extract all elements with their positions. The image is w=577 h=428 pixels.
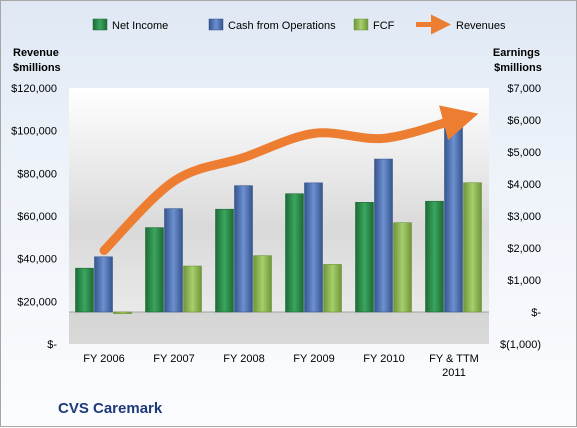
right-axis: $(1,000) $- $1,000 $2,000 $3,000 $4,000 $5,000… xyxy=(500,83,541,351)
bar-fcf-fy-2007 xyxy=(183,265,202,313)
bar-net-income-fy-2007 xyxy=(145,227,164,313)
left-tick-label: $- xyxy=(47,339,57,351)
revenues-line xyxy=(99,105,479,256)
right-tick-label: $(1,000) xyxy=(500,339,541,351)
category-label: FY & TTM 2011 xyxy=(429,353,479,379)
legend: Net Income Cash from Operations FCF Reve… xyxy=(92,14,506,35)
left-tick-label: $60,000 xyxy=(17,211,57,223)
category-label: FY 2007 xyxy=(153,353,194,365)
company-name: CVS Caremark xyxy=(58,400,163,417)
bar-net-income-fy-2008 xyxy=(215,208,234,313)
bar-cash-from-operations-fy-2006 xyxy=(94,256,113,313)
bar-cash-from-operations-fy-2010 xyxy=(374,158,393,313)
right-tick-label: $5,000 xyxy=(507,147,541,159)
bar-net-income-fy-2009 xyxy=(285,193,304,313)
legend-item-net-income: Net Income xyxy=(92,18,168,32)
left-axis: $- $20,000 $40,000 $60,000 $80,000 $100,000 $1… xyxy=(11,83,57,351)
left-tick-label: $120,000 xyxy=(11,83,57,95)
legend-item-cash-from-operations: Cash from Operations xyxy=(208,18,336,32)
left-axis-title: Revenue $millions xyxy=(13,47,62,74)
legend-label-net-income: Net Income xyxy=(112,20,168,32)
bar-fcf-fy-2010 xyxy=(393,222,412,313)
bar-cash-from-operations-fy-ttm-2011 xyxy=(444,124,463,313)
plot-floor xyxy=(69,312,489,344)
bar-net-income-fy-2006 xyxy=(75,267,94,313)
right-tick-label: $4,000 xyxy=(507,179,541,191)
bar-net-income-fy-ttm-2011 xyxy=(425,200,444,313)
legend-item-revenues: Revenues xyxy=(416,14,506,35)
right-tick-label: $7,000 xyxy=(507,83,541,95)
left-tick-label: $100,000 xyxy=(11,126,57,138)
legend-label-revenues: Revenues xyxy=(456,20,506,32)
bar-fcf-fy-ttm-2011 xyxy=(463,182,482,313)
bar-cash-from-operations-fy-2007 xyxy=(164,208,183,313)
bars xyxy=(75,124,482,314)
right-axis-title: Earnings $millions xyxy=(493,47,543,74)
revenue-line xyxy=(99,105,479,256)
category-axis: FY 2006 FY 2007 FY 2008 FY 2009 FY 2010 FY & … xyxy=(83,353,479,379)
category-label: FY 2006 xyxy=(83,353,124,365)
legend-label-fcf: FCF xyxy=(373,20,395,32)
bar-fcf-fy-2008 xyxy=(253,255,272,313)
right-tick-label: $- xyxy=(531,307,541,319)
right-tick-label: $1,000 xyxy=(507,275,541,287)
legend-label-cash-from-operations: Cash from Operations xyxy=(228,20,336,32)
bar-fcf-fy-2006 xyxy=(113,311,132,314)
right-tick-label: $6,000 xyxy=(507,115,541,127)
bar-cash-from-operations-fy-2009 xyxy=(304,182,323,313)
bar-cash-from-operations-fy-2008 xyxy=(234,185,253,313)
left-tick-label: $40,000 xyxy=(17,254,57,266)
category-label: FY 2010 xyxy=(363,353,404,365)
category-label: FY 2008 xyxy=(223,353,264,365)
right-tick-label: $2,000 xyxy=(507,243,541,255)
legend-item-fcf: FCF xyxy=(353,18,395,32)
left-tick-label: $80,000 xyxy=(17,168,57,180)
bar-fcf-fy-2009 xyxy=(323,264,342,313)
right-tick-label: $3,000 xyxy=(507,211,541,223)
bar-net-income-fy-2010 xyxy=(355,202,374,313)
category-label: FY 2009 xyxy=(293,353,334,365)
left-tick-label: $20,000 xyxy=(17,296,57,308)
